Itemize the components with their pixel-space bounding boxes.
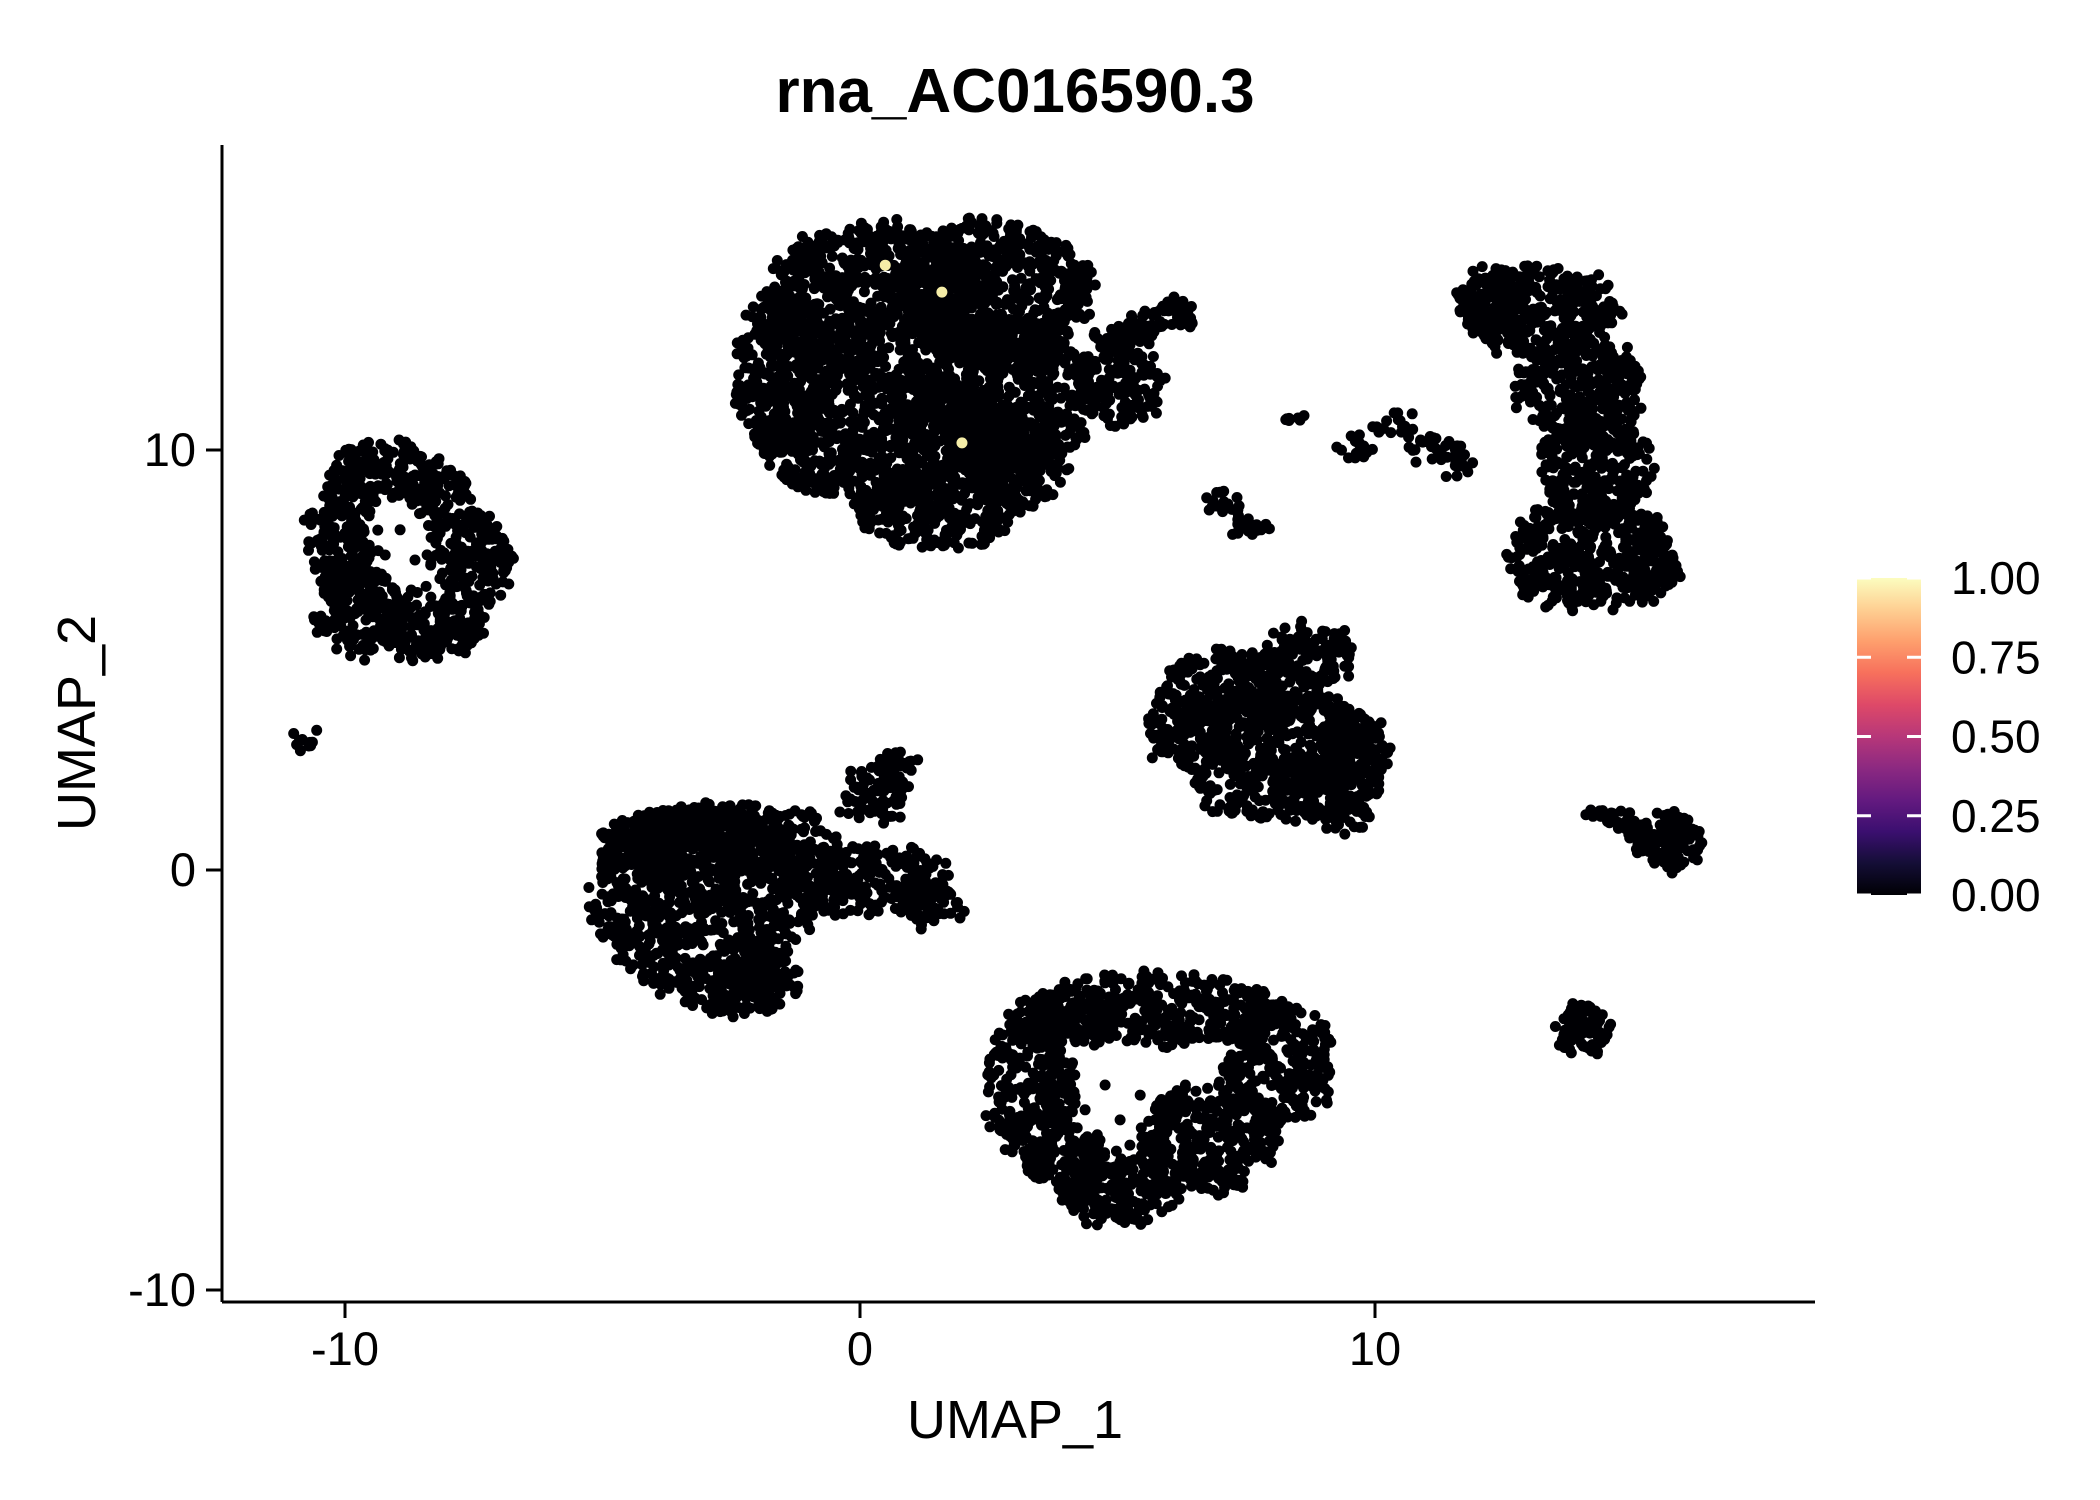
- axes: [220, 145, 1815, 1304]
- colorbar-tick-label: 1.00: [1951, 552, 2041, 604]
- cluster-right-wedge: [1580, 804, 1708, 879]
- x-axis-title: UMAP_1: [907, 1390, 1123, 1450]
- cluster-top-right-banana: [1451, 260, 1686, 617]
- colorbar-tick-label: 0.00: [1951, 869, 2041, 921]
- cluster-left-tiny-cluster: [288, 724, 323, 757]
- y-tick-label: -10: [128, 1263, 196, 1316]
- x-tick-label: 0: [847, 1322, 873, 1375]
- colorbar-labels: 1.00 0.75 0.50 0.25 0.00: [1951, 552, 2041, 921]
- colorbar-tick-label: 0.25: [1951, 790, 2041, 842]
- y-axis-title: UMAP_2: [47, 615, 107, 831]
- cluster-bottom-right-small-blob: [1549, 998, 1617, 1060]
- cluster-left-ring-cluster: [298, 434, 519, 667]
- x-tick-label: 10: [1349, 1322, 1401, 1375]
- y-tick-label: 10: [144, 423, 196, 476]
- highlighted-cells: [879, 259, 968, 449]
- cluster-bottom-center-ring: [980, 965, 1337, 1231]
- x-tick-label: -10: [311, 1322, 379, 1375]
- y-axis-ticks: 10 0 -10: [128, 423, 222, 1316]
- cluster-top-center-blob: [729, 212, 1198, 554]
- highlighted-cell: [956, 437, 968, 449]
- y-tick-label: 0: [170, 843, 196, 896]
- colorbar-ticks: [1857, 576, 1921, 897]
- colorbar-tick-label: 0.75: [1951, 631, 2041, 683]
- scatter-points: [288, 212, 1708, 1231]
- highlighted-cell: [936, 286, 948, 298]
- plot-title: rna_AC016590.3: [775, 57, 1254, 126]
- highlighted-cell: [879, 259, 891, 271]
- x-axis-ticks: -10 0 10: [311, 1302, 1401, 1375]
- cluster-mid-right-triangle: [1143, 615, 1396, 840]
- colorbar-tick-label: 0.50: [1951, 711, 2041, 763]
- colorbar-legend: 1.00 0.75 0.50 0.25 0.00: [1857, 552, 2041, 921]
- cluster-bottom-left-blob: [583, 746, 970, 1023]
